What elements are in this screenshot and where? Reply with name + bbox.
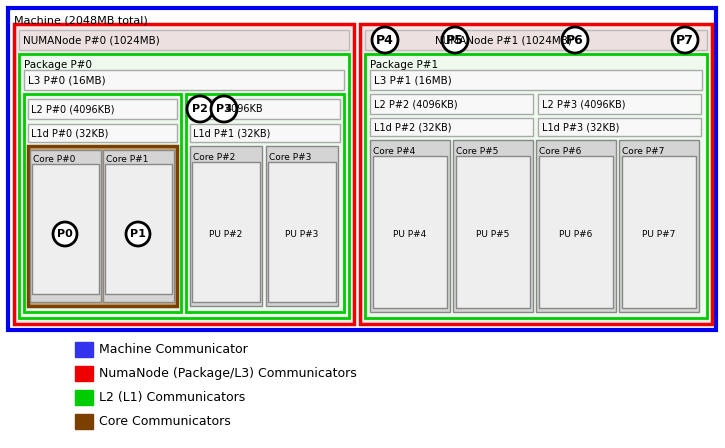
Text: P2: P2 <box>192 104 208 114</box>
Text: PU P#7: PU P#7 <box>642 229 676 238</box>
Bar <box>266 146 338 306</box>
Text: PU P#2: PU P#2 <box>210 229 243 238</box>
Text: PU P#3: PU P#3 <box>286 229 319 238</box>
Text: L1d P#1 (32KB): L1d P#1 (32KB) <box>193 128 270 138</box>
Text: Core Communicators: Core Communicators <box>99 414 231 427</box>
Bar <box>456 156 530 308</box>
Text: Core P#0: Core P#0 <box>33 155 75 164</box>
Text: L2 P#0 (4096KB): L2 P#0 (4096KB) <box>31 104 115 114</box>
Circle shape <box>562 27 588 53</box>
Text: PU P#6: PU P#6 <box>559 229 592 238</box>
Text: P7: P7 <box>676 34 694 47</box>
Bar <box>538 94 701 114</box>
Text: Core P#6: Core P#6 <box>539 146 581 155</box>
Text: PU P#4: PU P#4 <box>394 229 426 238</box>
Text: Core P#4: Core P#4 <box>373 146 415 155</box>
Bar <box>75 366 93 381</box>
Bar <box>28 146 177 306</box>
Bar <box>28 124 177 142</box>
Text: NumaNode (Package/L3) Communicators: NumaNode (Package/L3) Communicators <box>99 366 357 379</box>
Bar <box>19 30 349 50</box>
Text: Machine (2048MB total): Machine (2048MB total) <box>14 15 148 25</box>
Bar <box>8 8 716 330</box>
Bar <box>30 150 101 302</box>
Bar <box>365 30 707 50</box>
Text: NUMANode P#1 (1024MB): NUMANode P#1 (1024MB) <box>435 35 572 45</box>
Text: Core P#3: Core P#3 <box>269 152 311 161</box>
Bar <box>373 156 447 308</box>
Text: Package P#1: Package P#1 <box>370 60 438 70</box>
Circle shape <box>187 96 213 122</box>
Text: L3 P#1 (16MB): L3 P#1 (16MB) <box>374 75 452 85</box>
Bar <box>536 140 616 312</box>
Bar <box>190 99 340 119</box>
Text: Core P#2: Core P#2 <box>193 152 235 161</box>
Bar <box>190 124 340 142</box>
Text: P6: P6 <box>566 34 584 47</box>
Bar <box>268 162 336 302</box>
Text: L1d P#3 (32KB): L1d P#3 (32KB) <box>542 122 619 132</box>
Bar <box>370 70 702 90</box>
Text: L3 P#0 (16MB): L3 P#0 (16MB) <box>28 75 106 85</box>
Text: Package P#0: Package P#0 <box>24 60 92 70</box>
Circle shape <box>442 27 468 53</box>
Text: P5: P5 <box>446 34 464 47</box>
Bar <box>619 140 699 312</box>
Bar <box>75 390 93 405</box>
Bar <box>186 94 344 312</box>
Text: L2 P#2 (4096KB): L2 P#2 (4096KB) <box>374 99 457 109</box>
Bar <box>75 414 93 429</box>
Text: Machine Communicator: Machine Communicator <box>99 343 248 356</box>
Bar <box>19 54 349 318</box>
Bar <box>14 24 354 324</box>
Text: P4: P4 <box>376 34 394 47</box>
Text: L2 P#3 (4096KB): L2 P#3 (4096KB) <box>542 99 626 109</box>
Bar <box>370 140 450 312</box>
Text: L1d P#2 (32KB): L1d P#2 (32KB) <box>374 122 452 132</box>
Bar <box>538 118 701 136</box>
Bar <box>622 156 696 308</box>
Bar <box>24 94 181 312</box>
Bar <box>105 164 172 294</box>
Circle shape <box>53 222 77 246</box>
Text: Core P#1: Core P#1 <box>106 155 149 164</box>
Text: 4096KB: 4096KB <box>226 104 264 114</box>
Bar <box>360 24 712 324</box>
Bar <box>365 54 707 318</box>
Bar <box>370 94 533 114</box>
Bar <box>24 70 344 90</box>
Text: PU P#5: PU P#5 <box>476 229 510 238</box>
Bar <box>539 156 613 308</box>
Text: Core P#7: Core P#7 <box>622 146 664 155</box>
Circle shape <box>372 27 398 53</box>
Bar <box>75 342 93 357</box>
Bar <box>453 140 533 312</box>
Text: P1: P1 <box>130 229 146 239</box>
Text: P3: P3 <box>216 104 232 114</box>
Bar <box>370 118 533 136</box>
Text: L1d P#0 (32KB): L1d P#0 (32KB) <box>31 128 108 138</box>
Circle shape <box>672 27 698 53</box>
Circle shape <box>211 96 237 122</box>
Bar <box>32 164 99 294</box>
Bar <box>192 162 260 302</box>
Circle shape <box>126 222 150 246</box>
Bar <box>103 150 174 302</box>
Text: P0: P0 <box>57 229 73 239</box>
Bar <box>28 99 177 119</box>
Text: Core P#5: Core P#5 <box>456 146 498 155</box>
Text: NUMANode P#0 (1024MB): NUMANode P#0 (1024MB) <box>23 35 160 45</box>
Text: L2 (L1) Communicators: L2 (L1) Communicators <box>99 391 245 404</box>
Bar <box>190 146 262 306</box>
